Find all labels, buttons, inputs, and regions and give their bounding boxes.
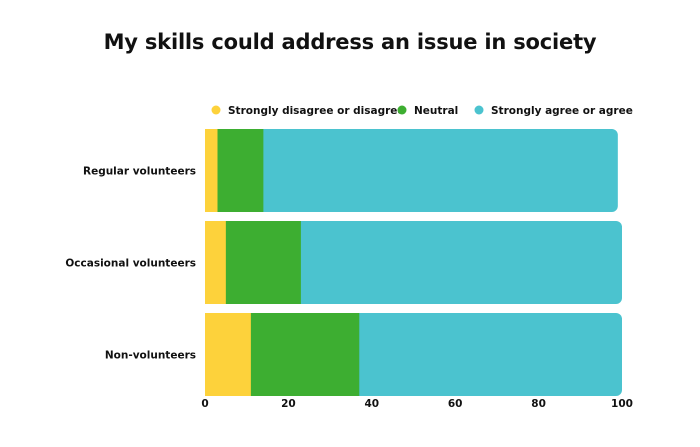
x-tick-label-60: 60 <box>448 398 463 410</box>
category-label-non-volunteers: Non-volunteers <box>105 350 196 362</box>
bar-non-volunteers-neutral <box>250 313 360 396</box>
x-tick-label-40: 40 <box>364 398 379 410</box>
bar-group-occasional-volunteers <box>205 221 622 304</box>
bar-non-volunteers-strongly-agree-or-agree <box>359 313 622 396</box>
bar-regular-volunteers-neutral <box>217 129 264 212</box>
bar-regular-volunteers-strongly-disagree-or-disagree <box>205 129 219 212</box>
bars <box>205 129 622 396</box>
x-tick-label-100: 100 <box>611 398 633 410</box>
x-axis: 0 20 40 60 80 100 <box>201 398 633 410</box>
legend-marker-neutral <box>397 105 407 115</box>
bar-regular-volunteers-strongly-agree-or-agree <box>263 129 618 212</box>
category-label-regular-volunteers: Regular volunteers <box>83 166 196 178</box>
category-labels: Regular volunteers Occasional volunteers N… <box>65 166 196 362</box>
legend-label-strongly-disagree-or-disagree: Strongly disagree or disagree <box>228 105 405 117</box>
bar-occasional-volunteers-strongly-disagree-or-disagree <box>205 221 227 304</box>
x-tick-label-80: 80 <box>531 398 546 410</box>
legend-marker-strongly-agree-or-agree <box>474 105 484 115</box>
legend: Strongly disagree or disagree Neutral Stro… <box>211 105 633 117</box>
legend-marker-strongly-disagree-or-disagree <box>211 105 221 115</box>
chart-title: My skills could address an issue in soci… <box>103 30 597 54</box>
bar-occasional-volunteers-neutral <box>225 221 302 304</box>
category-label-occasional-volunteers: Occasional volunteers <box>65 258 196 270</box>
bar-group-regular-volunteers <box>205 129 618 212</box>
bar-group-non-volunteers <box>205 313 622 396</box>
x-tick-label-20: 20 <box>281 398 296 410</box>
legend-label-strongly-agree-or-agree: Strongly agree or agree <box>491 105 633 117</box>
bar-non-volunteers-strongly-disagree-or-disagree <box>205 313 252 396</box>
x-tick-label-0: 0 <box>201 398 208 410</box>
legend-label-neutral: Neutral <box>414 105 458 117</box>
bar-occasional-volunteers-strongly-agree-or-agree <box>300 221 622 304</box>
